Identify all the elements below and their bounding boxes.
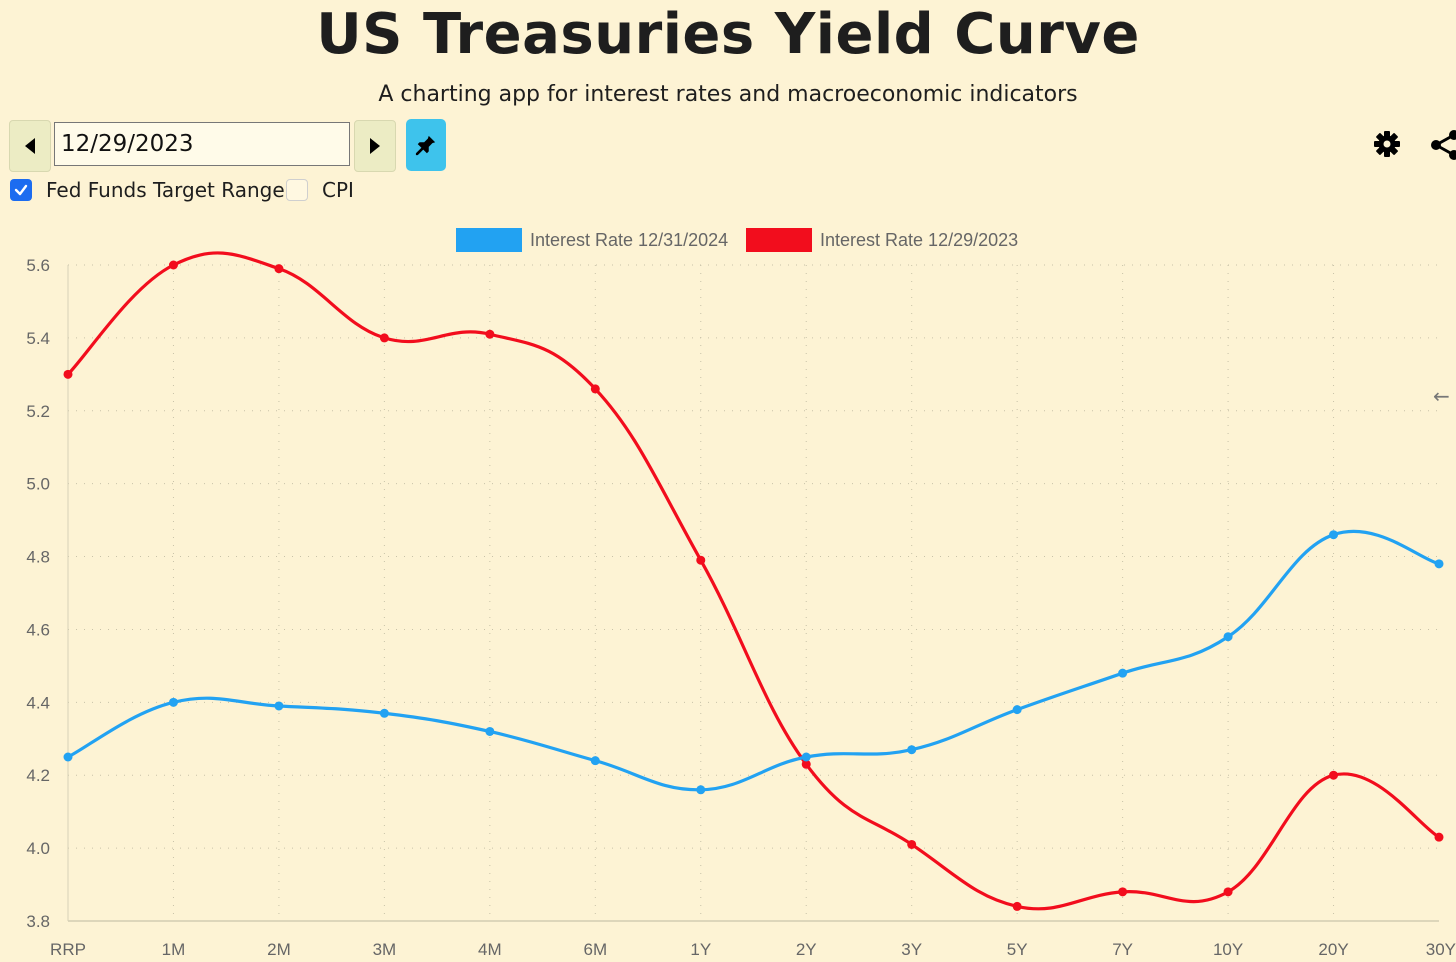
x-tick-label: 6M (583, 940, 607, 959)
x-tick-label: 3M (373, 940, 397, 959)
data-point-series-1 (485, 329, 495, 339)
y-tick-label: 3.8 (26, 912, 50, 931)
cpi-label: CPI (322, 178, 354, 202)
data-point-series-0 (485, 726, 495, 736)
caret-right-icon (370, 138, 380, 154)
fed-funds-checkbox-row[interactable]: Fed Funds Target Range (10, 178, 285, 202)
data-point-series-1 (1118, 887, 1128, 897)
data-point-series-0 (590, 756, 600, 766)
x-tick-label: 4M (478, 940, 502, 959)
y-tick-label: 4.4 (26, 693, 50, 712)
x-tick-label: 2M (267, 940, 291, 959)
page-title: US Treasuries Yield Curve (316, 2, 1140, 67)
data-point-series-0 (1012, 705, 1022, 715)
legend-swatch-2023 (746, 228, 812, 252)
data-point-series-0 (168, 697, 178, 707)
y-tick-label: 4.2 (26, 766, 50, 785)
series-line-1 (66, 251, 1440, 911)
data-point-series-0 (696, 785, 706, 795)
data-point-series-0 (1329, 530, 1339, 540)
legend-item-2023[interactable]: Interest Rate 12/29/2023 (746, 228, 1018, 252)
fed-funds-label: Fed Funds Target Range (46, 178, 285, 202)
series-line-0 (67, 529, 1440, 792)
data-point-series-1 (168, 260, 178, 270)
data-point-series-1 (1329, 770, 1339, 780)
legend-swatch-2024 (456, 228, 522, 252)
pin-button[interactable] (406, 119, 446, 171)
x-tick-label: 3Y (901, 940, 922, 959)
cpi-checkbox[interactable] (286, 179, 308, 201)
legend-label-2024: Interest Rate 12/31/2024 (530, 229, 729, 250)
data-point-series-1 (1223, 887, 1233, 897)
data-point-series-1 (801, 759, 811, 769)
x-tick-label: 20Y (1318, 940, 1348, 959)
data-point-series-1 (63, 369, 73, 379)
fed-funds-checkbox[interactable] (10, 179, 32, 201)
arrow-left-icon[interactable]: ← (1433, 384, 1450, 408)
data-point-series-0 (1223, 632, 1233, 642)
x-tick-label: 30Y (1426, 940, 1456, 959)
data-point-series-1 (696, 555, 706, 565)
data-point-series-1 (907, 839, 917, 849)
data-point-series-0 (63, 752, 73, 762)
caret-left-icon (25, 138, 35, 154)
data-point-series-0 (1118, 668, 1128, 678)
page-subtitle: A charting app for interest rates and ma… (378, 82, 1078, 107)
share-button[interactable] (1430, 129, 1456, 161)
y-tick-label: 4.8 (26, 548, 50, 567)
next-date-button[interactable] (354, 120, 396, 172)
settings-button[interactable] (1372, 129, 1402, 159)
y-tick-label: 5.2 (26, 402, 50, 421)
data-point-series-1 (274, 264, 284, 274)
data-point-series-0 (801, 752, 811, 762)
y-tick-label: 4.6 (26, 620, 50, 639)
x-tick-label: 2Y (796, 940, 817, 959)
data-point-series-0 (379, 708, 389, 718)
data-point-series-1 (590, 384, 600, 394)
date-input[interactable] (54, 122, 350, 166)
x-tick-label: 7Y (1112, 940, 1133, 959)
pushpin-icon (415, 135, 436, 156)
previous-date-button[interactable] (9, 120, 51, 172)
data-point-series-1 (379, 333, 389, 343)
cpi-checkbox-row[interactable]: CPI (286, 178, 354, 202)
x-tick-label: RRP (50, 940, 86, 959)
y-tick-label: 5.4 (26, 329, 50, 348)
share-icon (1431, 130, 1456, 160)
gear-icon (1374, 131, 1400, 157)
data-point-series-0 (1434, 559, 1444, 569)
data-point-series-1 (1434, 832, 1444, 842)
y-tick-label: 4.0 (26, 839, 50, 858)
x-tick-label: 5Y (1007, 940, 1028, 959)
x-tick-label: 1M (162, 940, 186, 959)
x-tick-label: 10Y (1213, 940, 1243, 959)
data-point-series-0 (274, 701, 284, 711)
y-tick-label: 5.6 (26, 256, 50, 275)
data-point-series-0 (907, 745, 917, 755)
data-point-series-1 (1012, 901, 1022, 911)
checkmark-icon (14, 184, 28, 196)
legend-label-2023: Interest Rate 12/29/2023 (820, 229, 1019, 250)
legend-item-2024[interactable]: Interest Rate 12/31/2024 (456, 228, 728, 252)
y-tick-label: 5.0 (26, 475, 50, 494)
x-tick-label: 1Y (690, 940, 711, 959)
